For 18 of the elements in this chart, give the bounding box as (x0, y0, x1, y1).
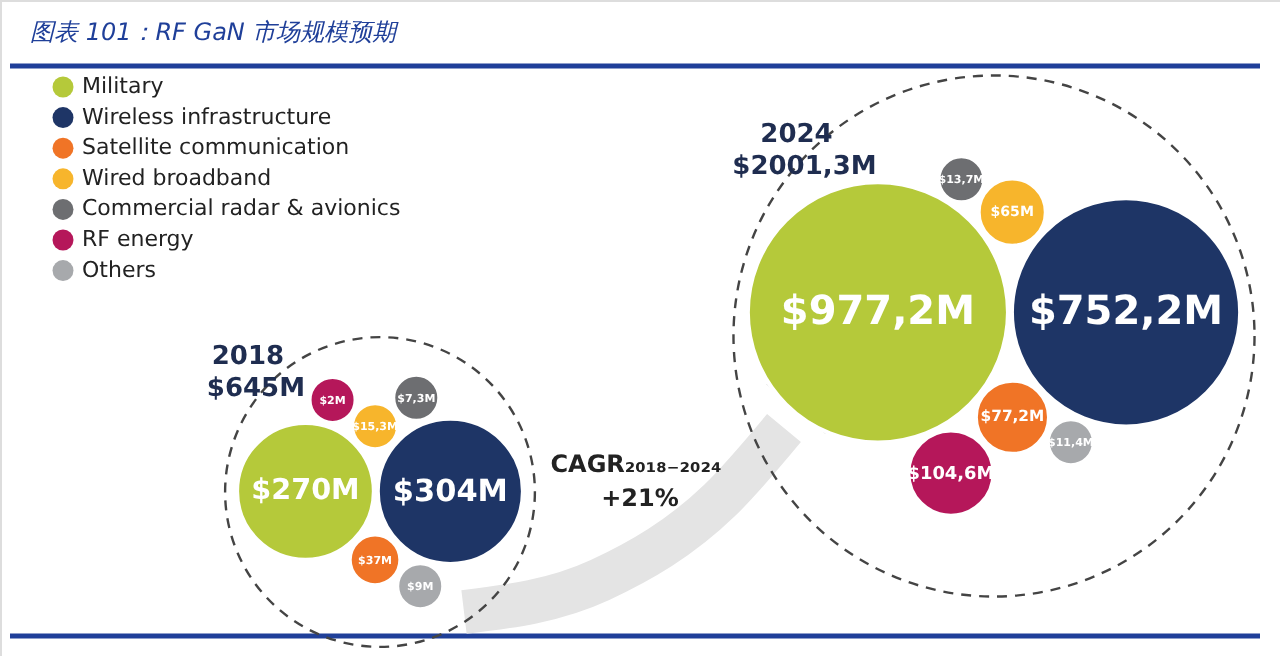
legend-label: Wired broadband (82, 164, 272, 191)
legend-label: Others (82, 256, 157, 283)
category-label: 2018 (211, 341, 285, 372)
data-label: $270M (251, 475, 360, 508)
text: CAGR₂₀₁₈₋₂₀₂₄ (550, 450, 722, 478)
data-label: $977,2M (780, 286, 975, 335)
text: $2001,3M (732, 152, 877, 183)
legend-label: Military (82, 73, 165, 99)
legend-label: Commercial radar & avionics (82, 195, 401, 222)
data-label: $752,2M (1028, 286, 1224, 335)
legend-label: RF energy (82, 226, 195, 252)
text: +21% (601, 484, 679, 512)
category-label: 2024 (760, 120, 833, 151)
text: 图表 101：RF GaN 市场规模预期 (30, 18, 401, 46)
legend-label: Wireless infrastructure (82, 103, 332, 130)
text: $645M (206, 373, 306, 404)
data-label: $304M (392, 473, 508, 510)
legend-label: Satellite communication (82, 134, 350, 161)
